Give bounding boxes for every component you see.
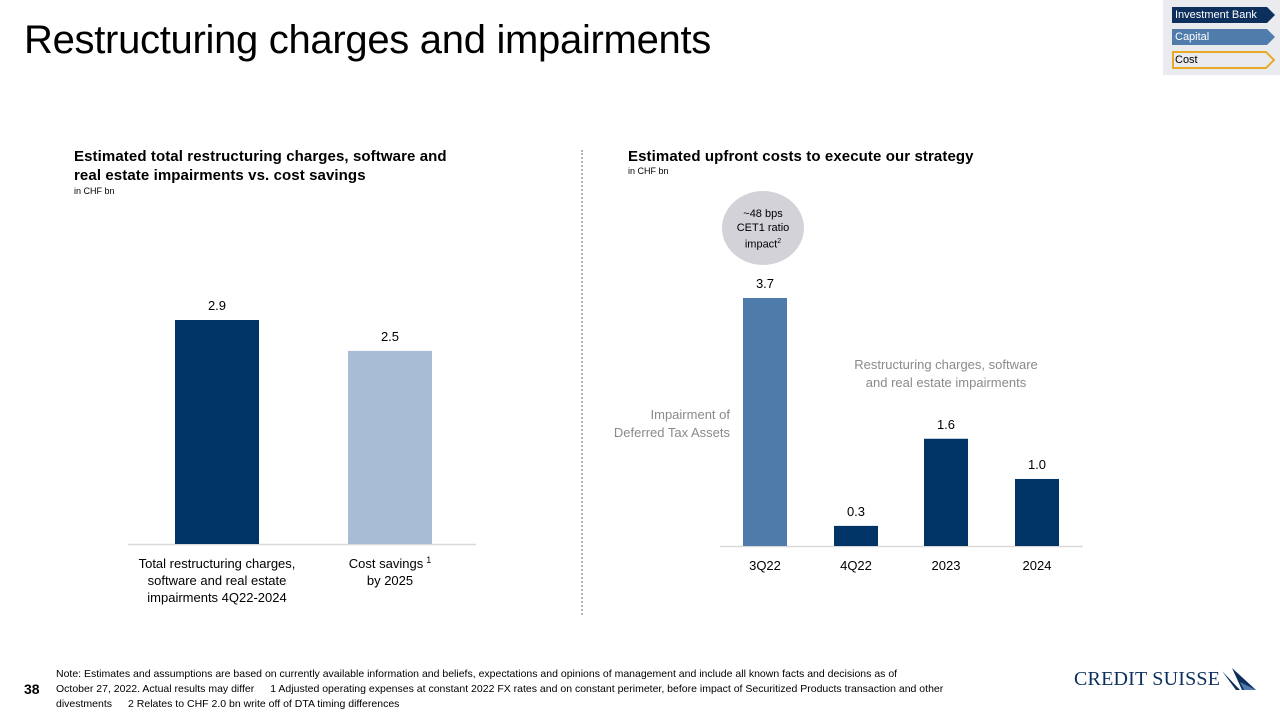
right-chart-title: Estimated upfront costs to execute our s… xyxy=(628,148,974,165)
category-label: software and real estate xyxy=(148,573,287,588)
category-label: 2023 xyxy=(932,558,961,573)
nav-item-label: Cost xyxy=(1175,54,1198,66)
footnote-line: divestments xyxy=(56,698,113,710)
section-divider xyxy=(581,150,583,615)
category-label: by 2025 xyxy=(367,573,413,588)
left-bar-chart: 2.9 Total restructuring charges, software … xyxy=(128,298,476,605)
footnote-ref: 1 xyxy=(426,555,431,565)
dta-annotation: Impairment of Deferred Tax Assets xyxy=(600,406,730,442)
bubble-line: ~48 bps xyxy=(743,208,783,220)
logo-text: CREDIT SUISSE xyxy=(1074,668,1221,690)
annotation-line: Restructuring charges, software xyxy=(854,357,1038,372)
value-label: 0.3 xyxy=(847,504,865,519)
annotation-line: Deferred Tax Assets xyxy=(613,425,730,440)
nav-item-label: Investment Bank xyxy=(1175,9,1257,21)
category-label: Cost savings 1 xyxy=(349,555,431,571)
cet1-impact-bubble: ~48 bps CET1 ratio impact2 xyxy=(722,191,804,265)
nav-item-investment-bank[interactable]: Investment Bank xyxy=(1172,7,1275,23)
page-title: Restructuring charges and impairments xyxy=(24,18,711,62)
nav-item-capital[interactable]: Capital xyxy=(1172,29,1275,45)
category-label: impairments 4Q22-2024 xyxy=(147,590,286,605)
page-number: 38 xyxy=(24,681,40,697)
nav-item-label: Capital xyxy=(1175,31,1210,43)
bar xyxy=(834,525,878,546)
bar xyxy=(175,320,259,544)
annotation-line: Impairment of xyxy=(650,407,730,422)
footnote-2: 2 Relates to CHF 2.0 bn write off of DTA… xyxy=(128,698,400,710)
bar xyxy=(924,438,968,546)
value-label: 3.7 xyxy=(756,276,774,291)
value-label: 1.6 xyxy=(937,417,955,432)
nav-arrow-shape xyxy=(1172,29,1275,45)
value-label: 1.0 xyxy=(1028,457,1046,472)
credit-suisse-logo: CREDIT SUISSE xyxy=(1074,668,1256,691)
left-chart-title-line: real estate impairments vs. cost savings xyxy=(74,167,366,184)
sails-logo-icon xyxy=(1222,668,1256,690)
nav-item-cost[interactable]: Cost xyxy=(1172,51,1275,69)
value-label: 2.5 xyxy=(381,329,399,344)
bubble-line: impact xyxy=(744,238,778,251)
bubble-line: CET1 ratio xyxy=(736,222,790,234)
footnote-ref: 2 xyxy=(777,238,782,245)
bar xyxy=(348,350,432,544)
category-label: Total restructuring charges, xyxy=(139,556,296,571)
left-chart-title-line: Estimated total restructuring charges, s… xyxy=(74,148,447,165)
restructuring-annotation: Restructuring charges, software and real… xyxy=(830,356,1062,392)
footnote: Note: Estimates and assumptions are base… xyxy=(56,667,1056,712)
footnote-line: Note: Estimates and assumptions are base… xyxy=(56,668,898,680)
nav-arrow-shape xyxy=(1172,51,1275,69)
nav-arrow-shape xyxy=(1172,7,1275,23)
left-chart-title: Estimated total restructuring charges, s… xyxy=(74,147,447,185)
footnote-1: 1 Adjusted operating expenses at constan… xyxy=(270,683,944,695)
value-label: 2.9 xyxy=(208,298,226,313)
bar xyxy=(1015,478,1059,546)
bar xyxy=(743,298,787,546)
category-label: 2024 xyxy=(1023,558,1052,573)
section-navigator: Investment Bank Capital Cost xyxy=(1163,0,1280,75)
annotation-line: and real estate impairments xyxy=(865,375,1027,390)
right-bar-chart: 3.7 3Q22 0.3 4Q22 1.6 2023 1.0 2024 xyxy=(720,276,1083,573)
category-label: 3Q22 xyxy=(749,558,781,573)
left-chart-unit: in CHF bn xyxy=(74,186,115,196)
right-chart-unit: in CHF bn xyxy=(628,166,669,176)
footnote-line: October 27, 2022. Actual results may dif… xyxy=(56,683,255,695)
category-label: 4Q22 xyxy=(840,558,872,573)
